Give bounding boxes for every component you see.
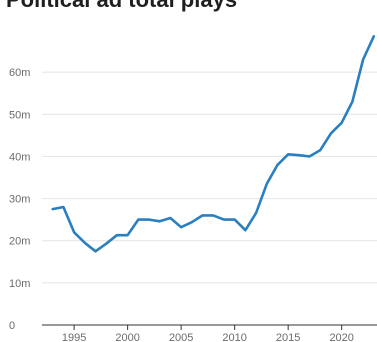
y-tick-label: 50m bbox=[9, 109, 30, 121]
x-axis bbox=[42, 324, 377, 330]
y-tick-label: 10m bbox=[9, 278, 30, 290]
x-axis-tick-labels: 1995 2000 2005 2010 2015 2020 bbox=[62, 332, 354, 342]
x-tick-label: 2015 bbox=[276, 332, 300, 342]
chart-title: Political ad total plays bbox=[6, 0, 237, 12]
y-tick-label: 60m bbox=[9, 67, 30, 79]
y-tick-label: 30m bbox=[9, 194, 30, 206]
y-tick-label: 40m bbox=[9, 151, 30, 163]
x-tick-label: 2005 bbox=[169, 332, 193, 342]
x-tick-label: 2000 bbox=[115, 332, 139, 342]
x-tick-label: 2010 bbox=[222, 332, 246, 342]
x-tick-label: 1995 bbox=[62, 332, 86, 342]
grid-lines bbox=[42, 71, 377, 284]
series-line bbox=[51, 34, 376, 253]
series-group bbox=[51, 34, 376, 253]
y-axis-tick-labels: 0 10m 20m 30m 40m 50m 60m bbox=[9, 67, 30, 332]
y-tick-label: 0 bbox=[9, 320, 15, 332]
y-tick-label: 20m bbox=[9, 236, 30, 248]
x-tick-label: 2020 bbox=[329, 332, 353, 342]
